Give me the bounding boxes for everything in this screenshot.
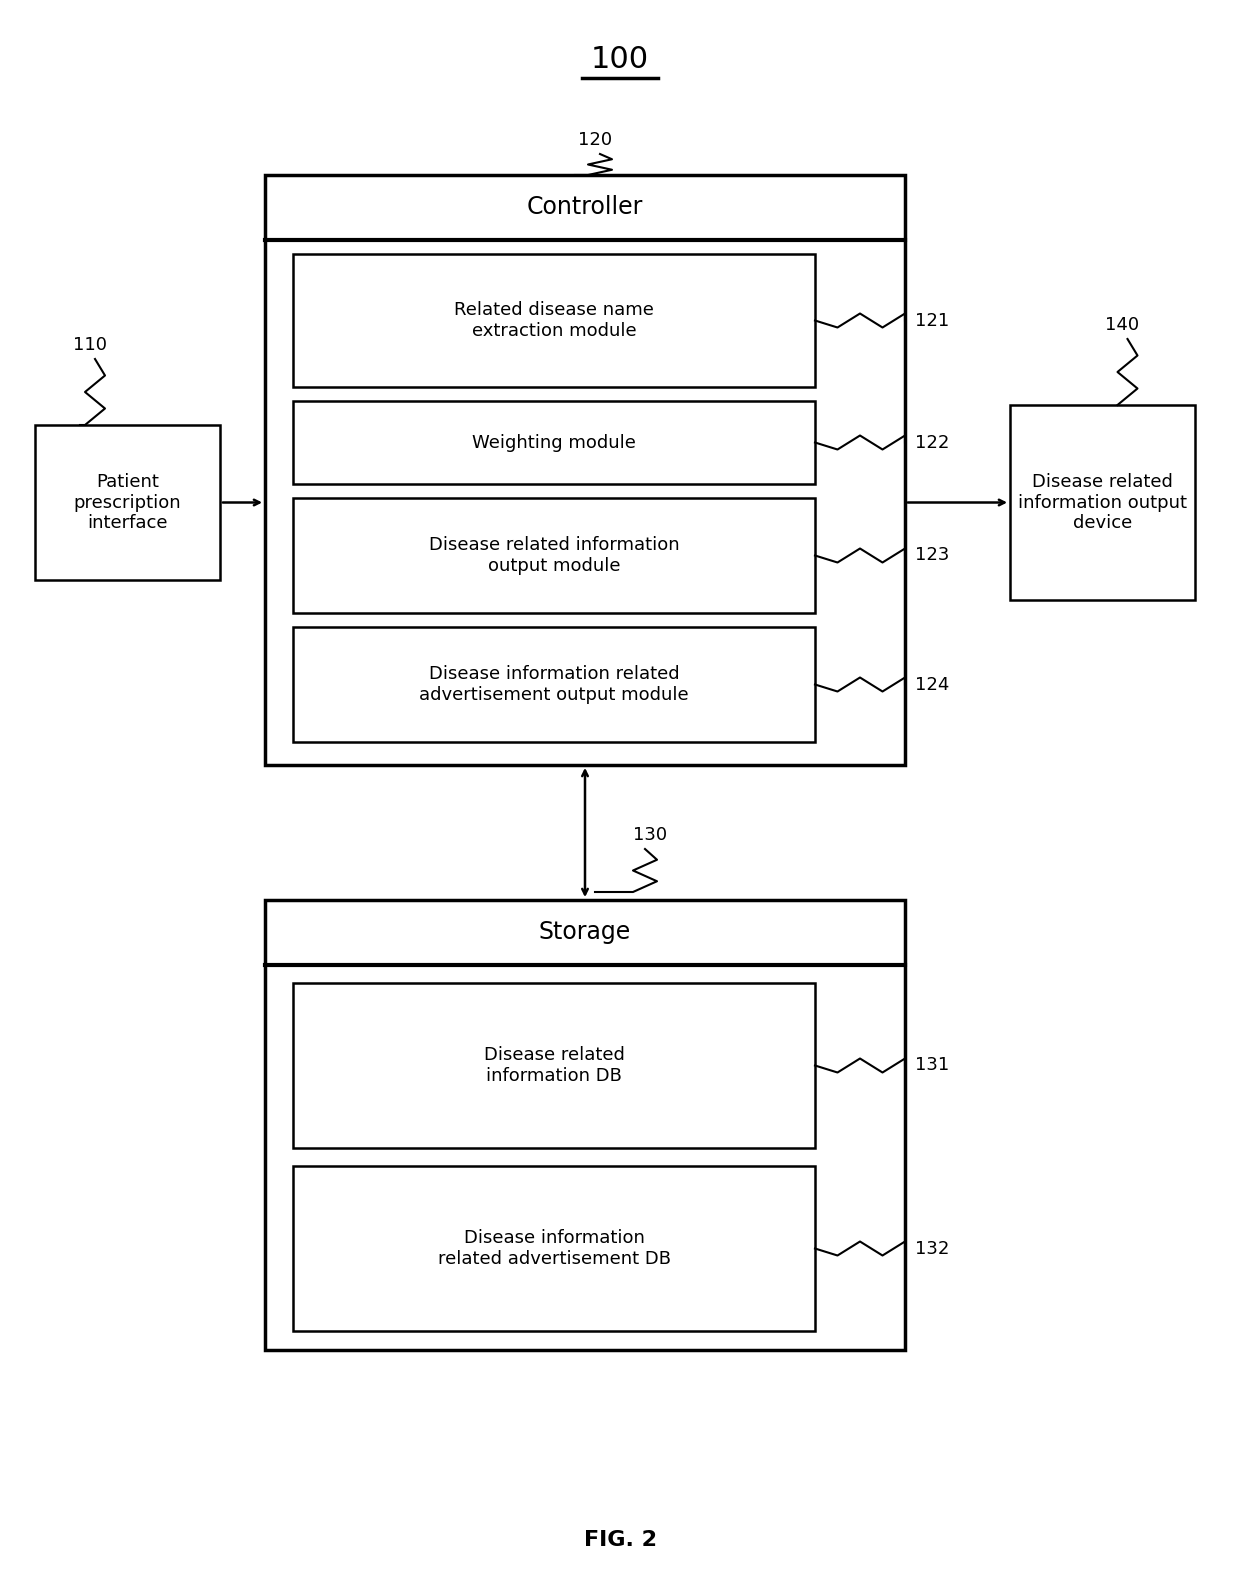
Text: Related disease name
extraction module: Related disease name extraction module <box>454 301 653 340</box>
Text: 140: 140 <box>1105 317 1140 334</box>
Text: Weighting module: Weighting module <box>472 433 636 452</box>
Text: FIG. 2: FIG. 2 <box>584 1531 656 1550</box>
Text: Controller: Controller <box>527 196 644 220</box>
Text: 131: 131 <box>915 1056 949 1074</box>
Text: 132: 132 <box>915 1239 949 1257</box>
Text: 121: 121 <box>915 312 949 329</box>
Bar <box>293 498 815 613</box>
Text: Disease information
related advertisement DB: Disease information related advertisemen… <box>438 1230 671 1268</box>
Bar <box>293 255 815 387</box>
Text: Patient
prescription
interface: Patient prescription interface <box>73 473 181 533</box>
Text: Disease related
information DB: Disease related information DB <box>484 1047 625 1085</box>
Text: 122: 122 <box>915 433 949 452</box>
Text: 120: 120 <box>578 130 613 150</box>
Text: 100: 100 <box>591 46 649 75</box>
Text: Storage: Storage <box>539 921 631 945</box>
Bar <box>35 425 219 581</box>
Bar <box>293 1166 815 1332</box>
Bar <box>293 627 815 741</box>
Text: 124: 124 <box>915 676 949 694</box>
Bar <box>293 401 815 484</box>
Text: 123: 123 <box>915 546 949 565</box>
Text: 130: 130 <box>632 826 667 843</box>
Text: Disease related information
output module: Disease related information output modul… <box>429 536 680 574</box>
Bar <box>265 175 905 765</box>
Text: Disease related
information output
device: Disease related information output devic… <box>1018 473 1187 533</box>
Bar <box>265 901 905 1351</box>
Bar <box>1011 406 1195 600</box>
Bar <box>293 983 815 1149</box>
Text: Disease information related
advertisement output module: Disease information related advertisemen… <box>419 665 688 703</box>
Text: 110: 110 <box>73 336 107 355</box>
